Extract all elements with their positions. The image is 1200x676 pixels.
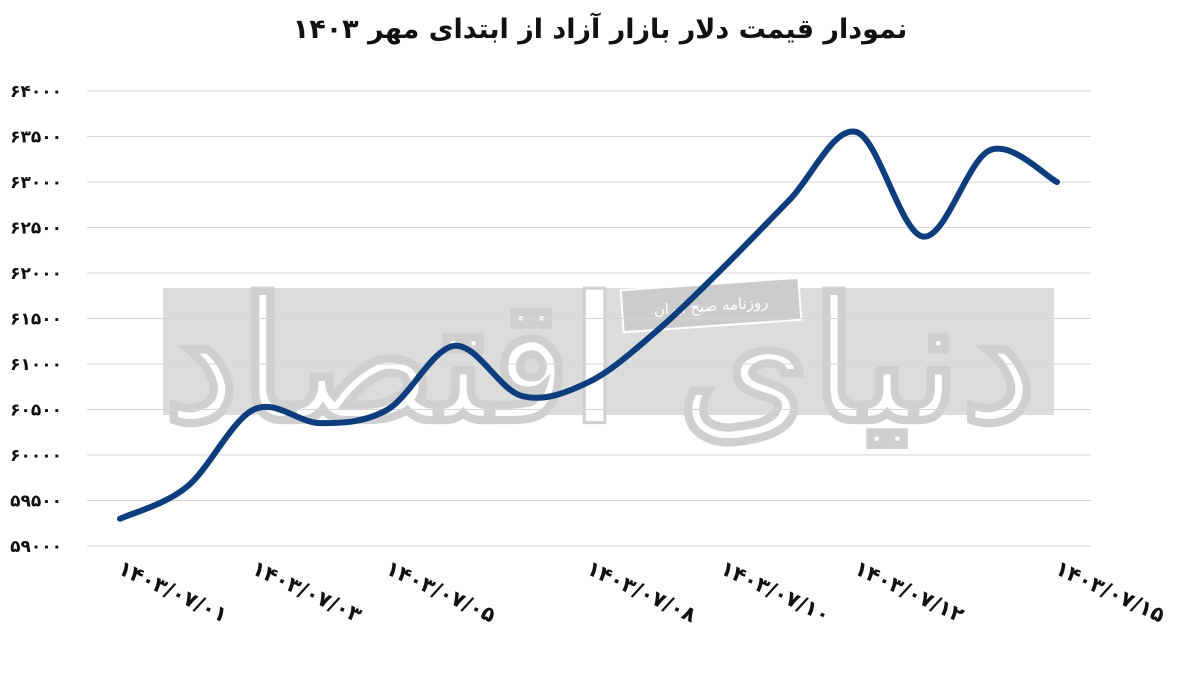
x-tick-label: ۱۴۰۳/۰۷/۰۱ [114,556,231,628]
y-tick-label: ۶۲۵۰۰ [10,219,62,239]
x-tick-label: ۱۴۰۳/۰۷/۱۵ [1051,556,1168,628]
y-tick-label: ۶۱۵۰۰ [10,310,62,330]
y-axis-ticks: ۵۹۰۰۰ ۵۹۵۰۰ ۶۰۰۰۰ ۶۰۵۰۰ ۶۱۰۰۰ ۶۱۵۰۰ ۶۲۰۰۰ ۶۲۵۰۰… [10,82,62,557]
y-tick-label: ۶۳۰۰۰ [10,173,62,193]
y-tick-label: ۵۹۰۰۰ [10,537,62,557]
y-tick-label: ۶۲۰۰۰ [10,264,62,284]
watermark-band [163,288,1054,415]
x-tick-label: ۱۴۰۳/۰۷/۰۳ [248,556,365,628]
y-tick-label: ۶۰۰۰۰ [10,446,62,466]
series-line [117,128,1060,522]
x-tick-label: ۱۴۰۳/۰۷/۱۲ [851,556,968,628]
y-tick-label: ۵۹۵۰۰ [10,492,62,512]
y-tick-label: ۶۴۰۰۰ [10,82,62,102]
x-tick-label: ۱۴۰۳/۰۷/۰۸ [583,556,700,628]
grid [87,90,1091,547]
x-axis-ticks: ۱۴۰۳/۰۷/۰۱ ۱۴۰۳/۰۷/۰۳ ۱۴۰۳/۰۷/۰۵ ۱۴۰۳/۰۷/۰۸… [114,556,1168,628]
y-tick-label: ۶۱۰۰۰ [10,355,62,375]
x-tick-label: ۱۴۰۳/۰۷/۰۵ [382,556,499,628]
x-tick-label: ۱۴۰۳/۰۷/۱۰ [717,556,834,628]
watermark: دنیای اقتصاد روزنامه صبح ایران [162,260,1054,463]
y-tick-label: ۶۳۵۰۰ [10,128,62,148]
chart-title: نمودار قیمت دلار بازار آزاد از ابتدای مه… [292,14,908,45]
y-tick-label: ۶۰۵۰۰ [10,401,62,421]
watermark-logo: دنیای اقتصاد [163,261,1036,461]
